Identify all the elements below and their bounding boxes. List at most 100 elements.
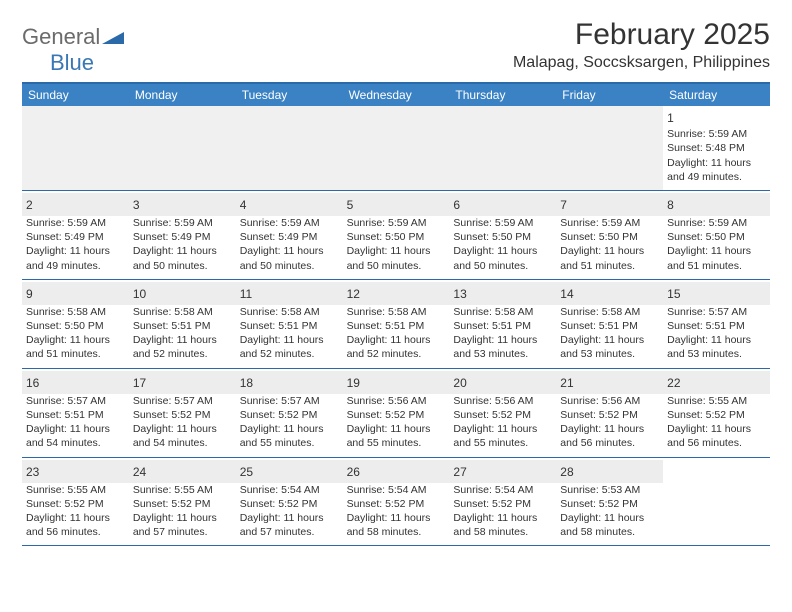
day-number: 28 — [560, 464, 659, 480]
day-cell-14: 14 Sunrise: 5:58 AMSunset: 5:51 PMDayligh… — [556, 280, 663, 368]
month-title: February 2025 — [513, 18, 770, 52]
day-header-wednesday: Wednesday — [343, 84, 450, 106]
day-number: 20 — [453, 375, 552, 391]
day-number: 23 — [26, 464, 125, 480]
sunset: Sunset: 5:51 PM — [560, 319, 659, 333]
day-cell-empty — [556, 106, 663, 190]
day-number-row: 3 — [129, 193, 236, 216]
daylight: Daylight: 11 hours and 51 minutes. — [667, 244, 766, 272]
day-number: 7 — [560, 197, 659, 213]
day-number: 18 — [240, 375, 339, 391]
day-number-row: 26 — [343, 460, 450, 483]
day-number-row: 13 — [449, 282, 556, 305]
sunrise: Sunrise: 5:57 AM — [26, 394, 125, 408]
daylight: Daylight: 11 hours and 57 minutes. — [133, 511, 232, 539]
sunset: Sunset: 5:51 PM — [240, 319, 339, 333]
day-number-row: 18 — [236, 371, 343, 394]
location: Malapag, Soccsksargen, Philippines — [513, 54, 770, 72]
day-header-monday: Monday — [129, 84, 236, 106]
week-row: 16Sunrise: 5:57 AMSunset: 5:51 PMDayligh… — [22, 369, 770, 458]
sunset: Sunset: 5:48 PM — [667, 141, 766, 155]
day-header-sunday: Sunday — [22, 84, 129, 106]
day-number: 15 — [667, 286, 766, 302]
sunset: Sunset: 5:52 PM — [133, 497, 232, 511]
day-cell-empty — [129, 106, 236, 190]
daylight: Daylight: 11 hours and 53 minutes. — [560, 333, 659, 361]
daylight: Daylight: 11 hours and 50 minutes. — [347, 244, 446, 272]
day-cell-empty — [449, 106, 556, 190]
day-number-row: 15 — [663, 282, 770, 305]
day-number-row: 12 — [343, 282, 450, 305]
day-cell-2: 2Sunrise: 5:59 AMSunset: 5:49 PMDaylight… — [22, 191, 129, 279]
day-cell-3: 3Sunrise: 5:59 AMSunset: 5:49 PMDaylight… — [129, 191, 236, 279]
sunset: Sunset: 5:50 PM — [667, 230, 766, 244]
day-cell-7: 7Sunrise: 5:59 AMSunset: 5:50 PMDaylight… — [556, 191, 663, 279]
logo-triangle-icon — [102, 28, 124, 49]
day-number-row: 4 — [236, 193, 343, 216]
sunset: Sunset: 5:50 PM — [453, 230, 552, 244]
daylight: Daylight: 11 hours and 56 minutes. — [26, 511, 125, 539]
sunrise: Sunrise: 5:54 AM — [453, 483, 552, 497]
day-number: 4 — [240, 197, 339, 213]
day-cell-25: 25Sunrise: 5:54 AMSunset: 5:52 PMDayligh… — [236, 458, 343, 546]
daylight: Daylight: 11 hours and 49 minutes. — [667, 156, 766, 184]
day-number-row: 14 — [556, 282, 663, 305]
week-row: 2Sunrise: 5:59 AMSunset: 5:49 PMDaylight… — [22, 191, 770, 280]
day-cell-19: 19Sunrise: 5:56 AMSunset: 5:52 PMDayligh… — [343, 369, 450, 457]
day-header-friday: Friday — [556, 84, 663, 106]
sunrise: Sunrise: 5:59 AM — [453, 216, 552, 230]
sunrise: Sunrise: 5:56 AM — [560, 394, 659, 408]
daylight: Daylight: 11 hours and 56 minutes. — [667, 422, 766, 450]
sunset: Sunset: 5:52 PM — [560, 408, 659, 422]
sunset: Sunset: 5:52 PM — [453, 408, 552, 422]
sunrise: Sunrise: 5:58 AM — [560, 305, 659, 319]
day-number-row: 16 — [22, 371, 129, 394]
day-cell-11: 11Sunrise: 5:58 AMSunset: 5:51 PMDayligh… — [236, 280, 343, 368]
sunrise: Sunrise: 5:53 AM — [560, 483, 659, 497]
title-block: February 2025 Malapag, Soccsksargen, Phi… — [513, 18, 770, 72]
daylight: Daylight: 11 hours and 52 minutes. — [240, 333, 339, 361]
day-cell-23: 23Sunrise: 5:55 AMSunset: 5:52 PMDayligh… — [22, 458, 129, 546]
day-cell-20: 20Sunrise: 5:56 AMSunset: 5:52 PMDayligh… — [449, 369, 556, 457]
sunrise: Sunrise: 5:57 AM — [667, 305, 766, 319]
sunset: Sunset: 5:50 PM — [347, 230, 446, 244]
day-number: 1 — [667, 110, 766, 126]
sunrise: Sunrise: 5:55 AM — [133, 483, 232, 497]
daylight: Daylight: 11 hours and 58 minutes. — [347, 511, 446, 539]
week-row: 9Sunrise: 5:58 AMSunset: 5:50 PMDaylight… — [22, 280, 770, 369]
daylight: Daylight: 11 hours and 55 minutes. — [240, 422, 339, 450]
daylight: Daylight: 11 hours and 54 minutes. — [26, 422, 125, 450]
day-header-tuesday: Tuesday — [236, 84, 343, 106]
day-cell-1: 1Sunrise: 5:59 AMSunset: 5:48 PMDaylight… — [663, 106, 770, 190]
day-number-row: 19 — [343, 371, 450, 394]
day-cell-4: 4Sunrise: 5:59 AMSunset: 5:49 PMDaylight… — [236, 191, 343, 279]
day-cell-21: 21Sunrise: 5:56 AMSunset: 5:52 PMDayligh… — [556, 369, 663, 457]
daylight: Daylight: 11 hours and 52 minutes. — [347, 333, 446, 361]
sunset: Sunset: 5:50 PM — [26, 319, 125, 333]
day-number-row: 27 — [449, 460, 556, 483]
day-cell-10: 10Sunrise: 5:58 AMSunset: 5:51 PMDayligh… — [129, 280, 236, 368]
day-cell-8: 8Sunrise: 5:59 AMSunset: 5:50 PMDaylight… — [663, 191, 770, 279]
day-cell-24: 24Sunrise: 5:55 AMSunset: 5:52 PMDayligh… — [129, 458, 236, 546]
day-cell-6: 6Sunrise: 5:59 AMSunset: 5:50 PMDaylight… — [449, 191, 556, 279]
day-number-row: 23 — [22, 460, 129, 483]
sunset: Sunset: 5:49 PM — [240, 230, 339, 244]
day-number: 5 — [347, 197, 446, 213]
daylight: Daylight: 11 hours and 55 minutes. — [347, 422, 446, 450]
day-number: 10 — [133, 286, 232, 302]
day-number: 14 — [560, 286, 659, 302]
daylight: Daylight: 11 hours and 51 minutes. — [560, 244, 659, 272]
day-number: 25 — [240, 464, 339, 480]
day-cell-13: 13Sunrise: 5:58 AMSunset: 5:51 PMDayligh… — [449, 280, 556, 368]
daylight: Daylight: 11 hours and 53 minutes. — [667, 333, 766, 361]
daylight: Daylight: 11 hours and 50 minutes. — [240, 244, 339, 272]
day-number-row: 5 — [343, 193, 450, 216]
sunrise: Sunrise: 5:57 AM — [133, 394, 232, 408]
day-number-row: 17 — [129, 371, 236, 394]
day-cell-17: 17Sunrise: 5:57 AMSunset: 5:52 PMDayligh… — [129, 369, 236, 457]
day-cell-28: 28Sunrise: 5:53 AMSunset: 5:52 PMDayligh… — [556, 458, 663, 546]
day-cell-26: 26Sunrise: 5:54 AMSunset: 5:52 PMDayligh… — [343, 458, 450, 546]
daylight: Daylight: 11 hours and 50 minutes. — [133, 244, 232, 272]
day-number: 6 — [453, 197, 552, 213]
day-number-row: 10 — [129, 282, 236, 305]
